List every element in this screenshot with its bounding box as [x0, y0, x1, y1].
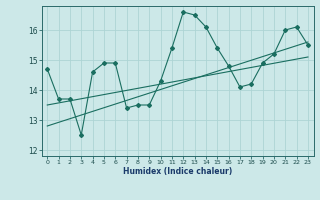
X-axis label: Humidex (Indice chaleur): Humidex (Indice chaleur)	[123, 167, 232, 176]
